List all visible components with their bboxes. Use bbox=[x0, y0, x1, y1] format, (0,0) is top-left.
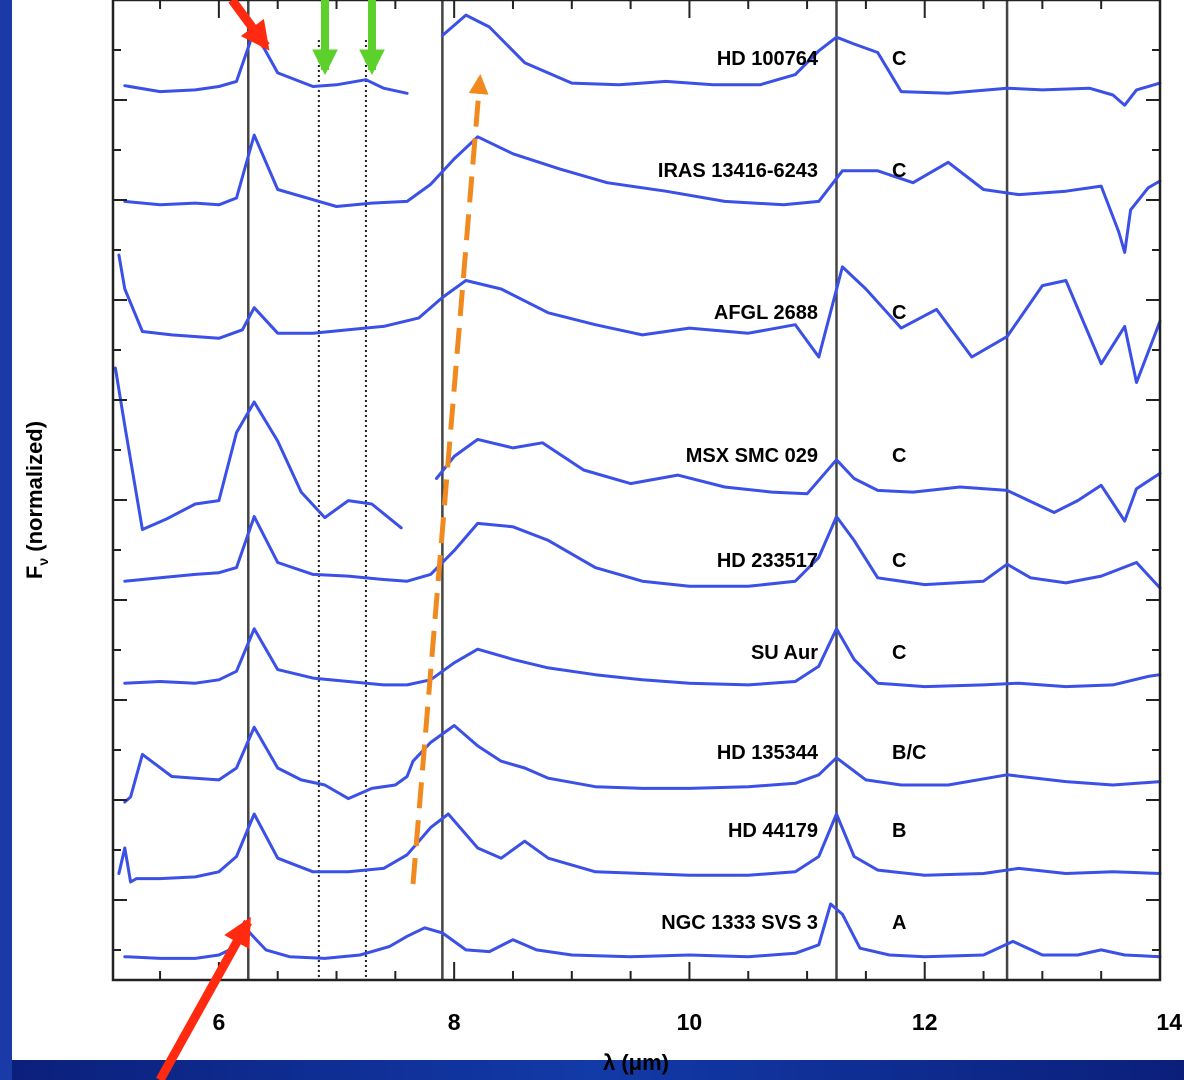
spectrum-name-6: HD 135344 bbox=[717, 742, 819, 764]
orange-dashed-arrow bbox=[410, 74, 489, 885]
spectrum-name-0: HD 100764 bbox=[717, 48, 819, 70]
spectrum-line-3 bbox=[113, 366, 1162, 531]
spectrum-class-8: A bbox=[892, 912, 906, 934]
spectrum-line-0 bbox=[123, 13, 1162, 107]
left-blue-band bbox=[0, 0, 12, 1080]
spectrum-line-4 bbox=[123, 515, 1162, 590]
x-tick-labels: 6 8 10 12 14 bbox=[212, 1009, 1182, 1035]
spectrum-class-7: B bbox=[892, 820, 906, 842]
spectrum-labels: HD 100764 C IRAS 13416-6243 C AFGL 2688 C MSX … bbox=[658, 48, 927, 934]
annotation-arrows bbox=[156, 0, 489, 1080]
red-arrow-top bbox=[228, 0, 270, 51]
spectrum-line-6 bbox=[123, 724, 1162, 804]
spectrum-line-5 bbox=[123, 627, 1162, 689]
spectrum-name-1: IRAS 13416-6243 bbox=[658, 160, 818, 182]
spectrum-class-2: C bbox=[892, 302, 906, 324]
spectrum-name-8: NGC 1333 SVS 3 bbox=[661, 912, 818, 934]
spectrum-line-7 bbox=[117, 812, 1162, 884]
x-tick-label-12: 12 bbox=[912, 1009, 938, 1035]
x-tick-label-8: 8 bbox=[448, 1009, 461, 1035]
x-tick-label-10: 10 bbox=[677, 1009, 703, 1035]
spectrum-class-1: C bbox=[892, 160, 906, 182]
x-tick-label-14: 14 bbox=[1156, 1009, 1182, 1035]
plot-frame bbox=[111, 0, 1162, 982]
spectrum-name-4: HD 233517 bbox=[717, 550, 818, 572]
x-axis-label: λ (μm) bbox=[603, 1050, 669, 1075]
spectra-group bbox=[113, 13, 1162, 960]
spectrum-name-2: AFGL 2688 bbox=[714, 302, 818, 324]
y-axis-label: Fν (normalized) bbox=[22, 421, 51, 579]
spectrum-line-2 bbox=[117, 253, 1162, 384]
spectrum-name-3: MSX SMC 029 bbox=[686, 445, 818, 467]
spectrum-class-6: B/C bbox=[892, 742, 926, 764]
spectrum-line-8 bbox=[123, 902, 1162, 960]
spectrum-class-3: C bbox=[892, 445, 906, 467]
spectrum-class-0: C bbox=[892, 48, 906, 70]
spectrum-name-7: HD 44179 bbox=[728, 820, 818, 842]
red-arrow-bottom bbox=[156, 916, 252, 1080]
x-tick-label-6: 6 bbox=[212, 1009, 225, 1035]
spectrum-name-5: SU Aur bbox=[751, 642, 818, 664]
spectrum-class-4: C bbox=[892, 550, 906, 572]
spectrum-class-5: C bbox=[892, 642, 906, 664]
spectrum-line-1 bbox=[123, 133, 1162, 254]
